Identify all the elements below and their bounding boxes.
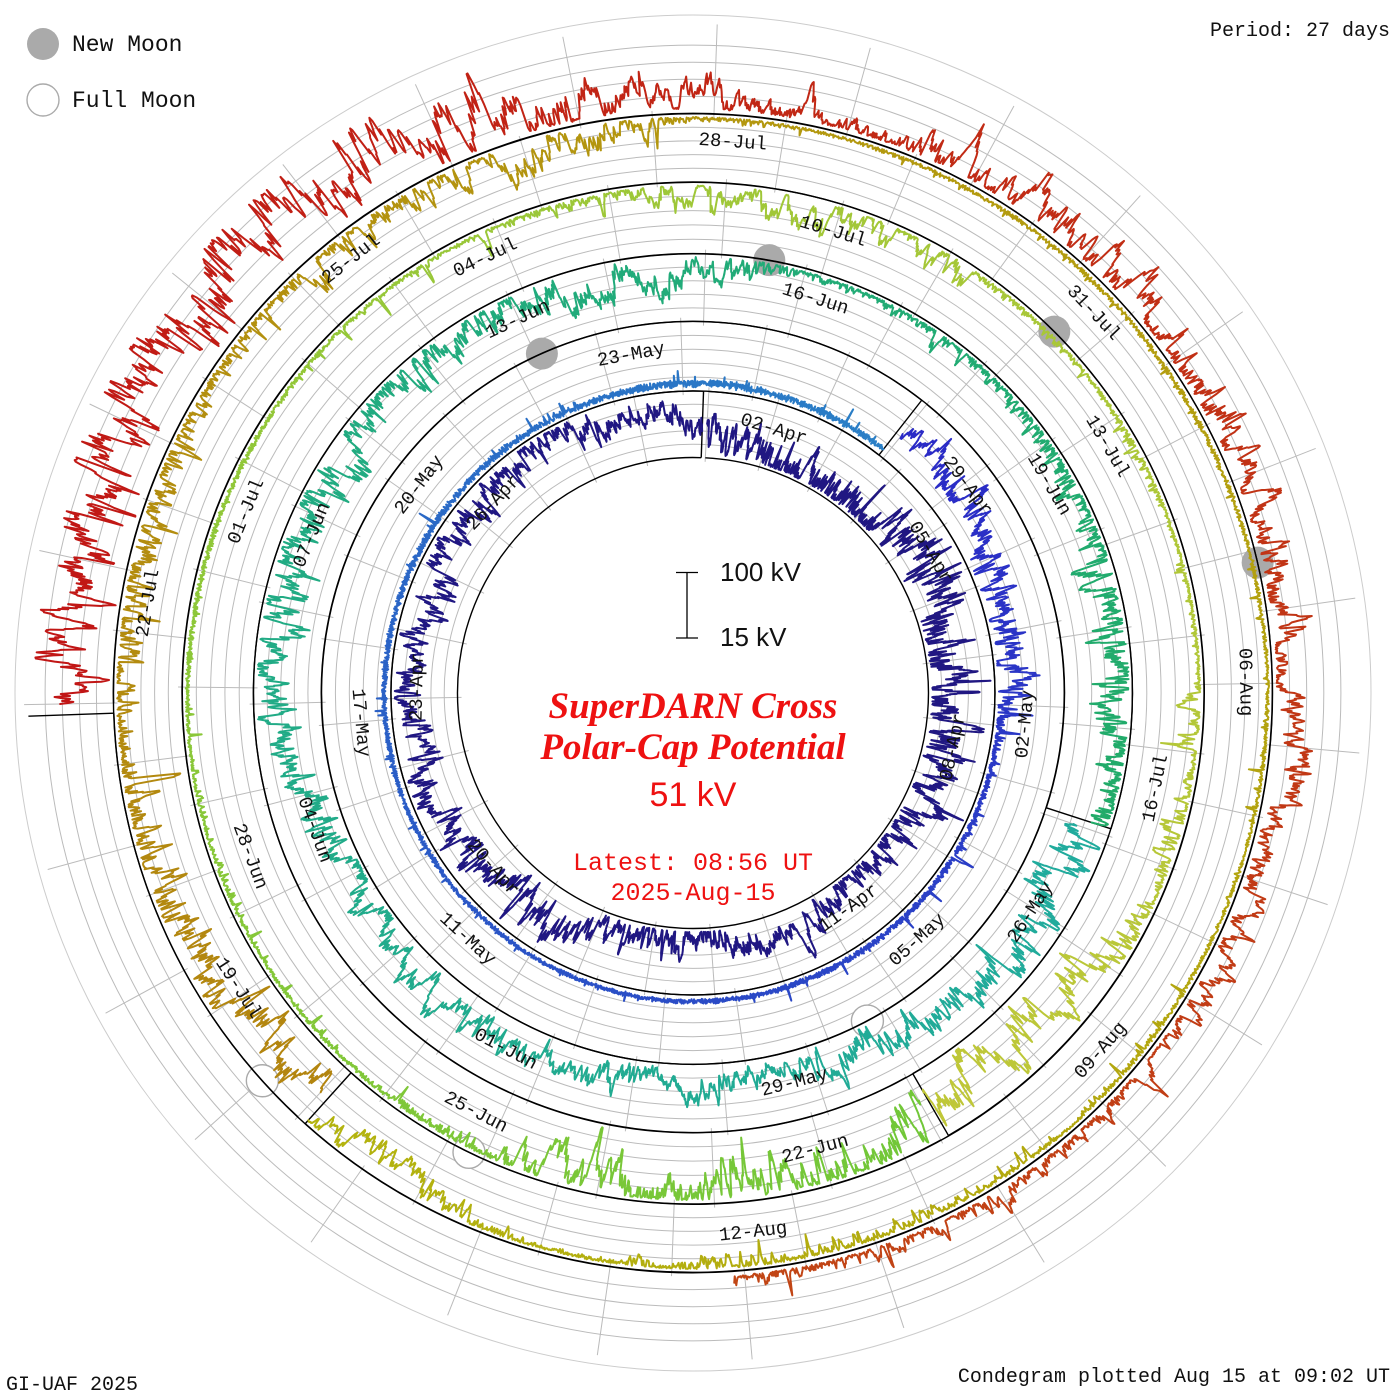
svg-text:Latest: 08:56 UT: Latest: 08:56 UT bbox=[573, 849, 813, 878]
svg-text:23-Apr: 23-Apr bbox=[406, 653, 429, 722]
svg-text:Polar-Cap Potential: Polar-Cap Potential bbox=[539, 727, 846, 768]
svg-text:Period: 27 days: Period: 27 days bbox=[1210, 20, 1390, 43]
svg-text:2025-Aug-15: 2025-Aug-15 bbox=[610, 879, 775, 908]
svg-text:15 kV: 15 kV bbox=[720, 622, 787, 652]
svg-text:06-Aug: 06-Aug bbox=[1233, 648, 1256, 717]
svg-text:100 kV: 100 kV bbox=[720, 557, 802, 587]
svg-text:New Moon: New Moon bbox=[72, 32, 182, 58]
svg-text:SuperDARN Cross: SuperDARN Cross bbox=[549, 686, 838, 727]
svg-text:GI-UAF 2025: GI-UAF 2025 bbox=[6, 1374, 138, 1397]
svg-text:Full Moon: Full Moon bbox=[72, 88, 196, 114]
svg-text:51 kV: 51 kV bbox=[650, 776, 737, 814]
svg-text:Condegram plotted Aug 15 at 09: Condegram plotted Aug 15 at 09:02 UT bbox=[958, 1366, 1390, 1389]
